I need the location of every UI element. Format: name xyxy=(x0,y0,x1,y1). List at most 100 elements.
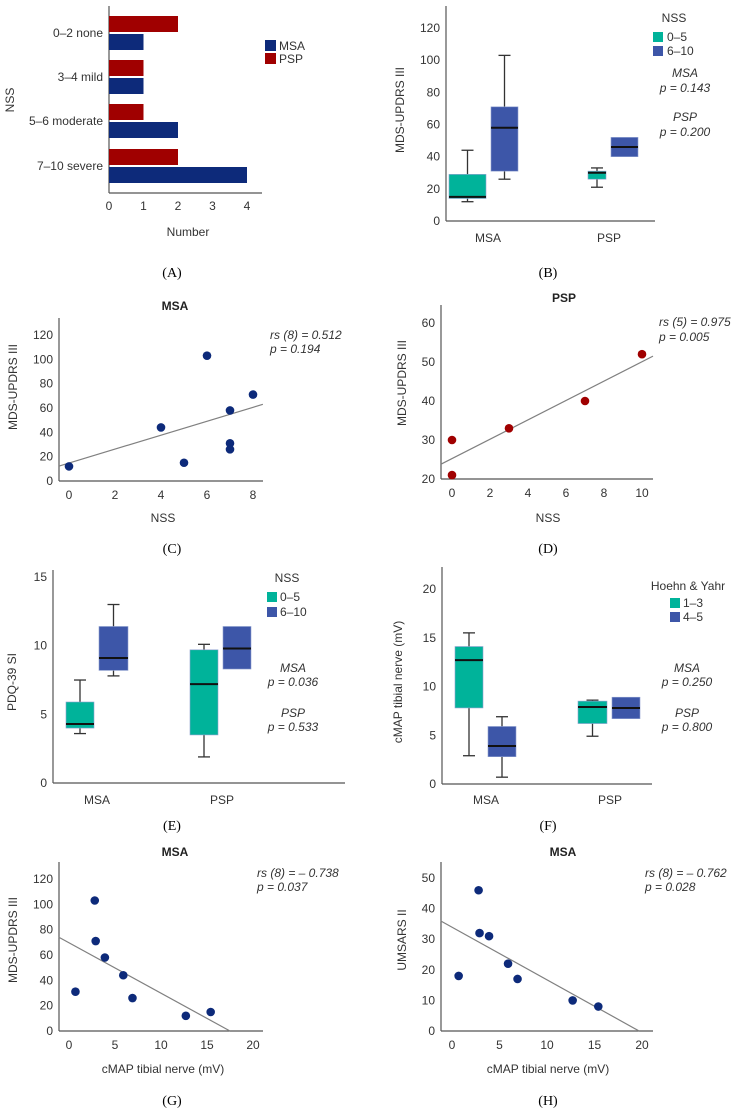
legend-title: NSS xyxy=(662,11,687,25)
y-axis-label: MDS-UPDRS III xyxy=(6,344,20,430)
data-point xyxy=(568,996,577,1005)
data-point xyxy=(504,424,514,433)
fit-line xyxy=(440,355,654,465)
correlation-annotation: rs (5) = 0.975 xyxy=(659,315,731,329)
y-tick-label: 20 xyxy=(423,582,437,596)
box xyxy=(490,106,519,172)
p-value-annotation: p = 0.250 xyxy=(661,675,713,689)
y-tick-label: 10 xyxy=(423,680,437,694)
p-value-annotation: p = 0.533 xyxy=(267,720,319,734)
y-tick-label: 0 xyxy=(46,474,53,488)
data-point xyxy=(637,349,647,359)
x-tick-label: 10 xyxy=(635,486,649,500)
x-tick-label: 5 xyxy=(496,1038,503,1052)
panel-label: (C) xyxy=(163,542,182,557)
y-tick-label: 10 xyxy=(34,639,48,653)
y-tick-label: 5 xyxy=(429,728,436,742)
y-tick-label: 40 xyxy=(422,902,436,916)
y-axis-label: NSS xyxy=(3,88,17,113)
legend-entry: 6–10 xyxy=(280,605,307,619)
x-tick-label: 4 xyxy=(158,488,165,502)
data-point xyxy=(225,438,235,448)
y-tick-label: 0 xyxy=(40,776,47,790)
data-point xyxy=(474,885,483,895)
x-tick-label: 8 xyxy=(250,488,257,502)
category-label: MSA xyxy=(84,793,110,807)
x-axis-label: NSS xyxy=(151,511,176,525)
x-tick-label: 15 xyxy=(588,1038,602,1052)
data-point xyxy=(118,970,128,980)
y-tick-label: 40 xyxy=(422,394,436,408)
x-tick-label: 0 xyxy=(66,488,73,502)
p-value-annotation: p = 0.194 xyxy=(269,342,321,356)
x-tick-label: 2 xyxy=(487,486,494,500)
p-value-annotation: MSA xyxy=(672,66,698,80)
y-axis-label: MDS-UPDRS III xyxy=(6,897,20,983)
data-point xyxy=(156,423,166,432)
fit-line xyxy=(58,403,264,467)
x-tick-label: 2 xyxy=(175,199,182,213)
data-point xyxy=(447,435,457,445)
data-point xyxy=(484,931,494,941)
y-tick-label: 20 xyxy=(40,450,54,464)
x-tick-label: 0 xyxy=(449,486,456,500)
chart-title: PSP xyxy=(552,291,576,305)
y-tick-label: 60 xyxy=(40,948,54,962)
y-tick-label: 120 xyxy=(420,21,440,35)
data-point xyxy=(71,987,80,997)
legend-entry: 1–3 xyxy=(683,596,703,610)
legend-swatch xyxy=(265,40,276,51)
p-value-annotation: PSP xyxy=(673,110,697,124)
data-point xyxy=(128,993,137,1003)
chart-title: MSA xyxy=(162,845,189,859)
y-axis-label: MDS-UPDRS III xyxy=(393,67,407,153)
p-value-annotation: p = 0.200 xyxy=(659,125,711,139)
x-tick-label: 0 xyxy=(449,1038,456,1052)
panel-label: (H) xyxy=(538,1094,558,1109)
y-tick-label: 20 xyxy=(427,182,441,196)
data-point xyxy=(503,959,513,968)
fit-line xyxy=(440,920,640,1032)
legend-swatch xyxy=(265,53,276,64)
data-point xyxy=(90,896,100,905)
y-tick-label: 40 xyxy=(427,150,441,164)
data-point xyxy=(594,1002,603,1011)
legend-swatch xyxy=(670,612,680,622)
data-point xyxy=(225,406,235,415)
data-point xyxy=(100,953,110,962)
x-tick-label: 0 xyxy=(106,199,113,213)
data-point xyxy=(206,1007,215,1017)
legend-swatch xyxy=(653,46,663,56)
bar-psp xyxy=(109,149,178,165)
y-tick-label: 10 xyxy=(422,993,436,1007)
category-label: PSP xyxy=(597,231,621,245)
y-tick-label: 60 xyxy=(40,401,54,415)
y-tick-label: 20 xyxy=(422,963,436,977)
y-tick-label: 40 xyxy=(40,425,54,439)
x-tick-label: 15 xyxy=(200,1038,214,1052)
y-axis-label: UMSARS II xyxy=(395,909,409,970)
legend-swatch xyxy=(653,32,663,42)
data-point xyxy=(580,396,590,406)
data-point xyxy=(202,351,212,360)
p-value-annotation: p = 0.800 xyxy=(661,720,713,734)
x-tick-label: 5 xyxy=(112,1038,119,1052)
panel-label: (G) xyxy=(162,1094,182,1109)
y-tick-label: 80 xyxy=(40,377,54,391)
data-point xyxy=(513,974,522,984)
y-tick-label: 15 xyxy=(34,570,48,584)
y-axis-label: cMAP tibial nerve (mV) xyxy=(391,621,405,743)
category-label: 5–6 moderate xyxy=(29,114,103,128)
y-tick-label: 100 xyxy=(33,897,53,911)
legend-entry: 0–5 xyxy=(280,590,300,604)
p-value-annotation: PSP xyxy=(675,706,699,720)
chart-title: MSA xyxy=(162,299,189,313)
bar-psp xyxy=(109,16,178,32)
correlation-annotation: rs (8) = – 0.738 xyxy=(257,866,339,880)
p-value-annotation: p = 0.005 xyxy=(658,330,710,344)
box xyxy=(577,700,608,724)
category-label: PSP xyxy=(210,793,234,807)
panel-label: (D) xyxy=(538,542,558,557)
legend-entry: 4–5 xyxy=(683,610,703,624)
